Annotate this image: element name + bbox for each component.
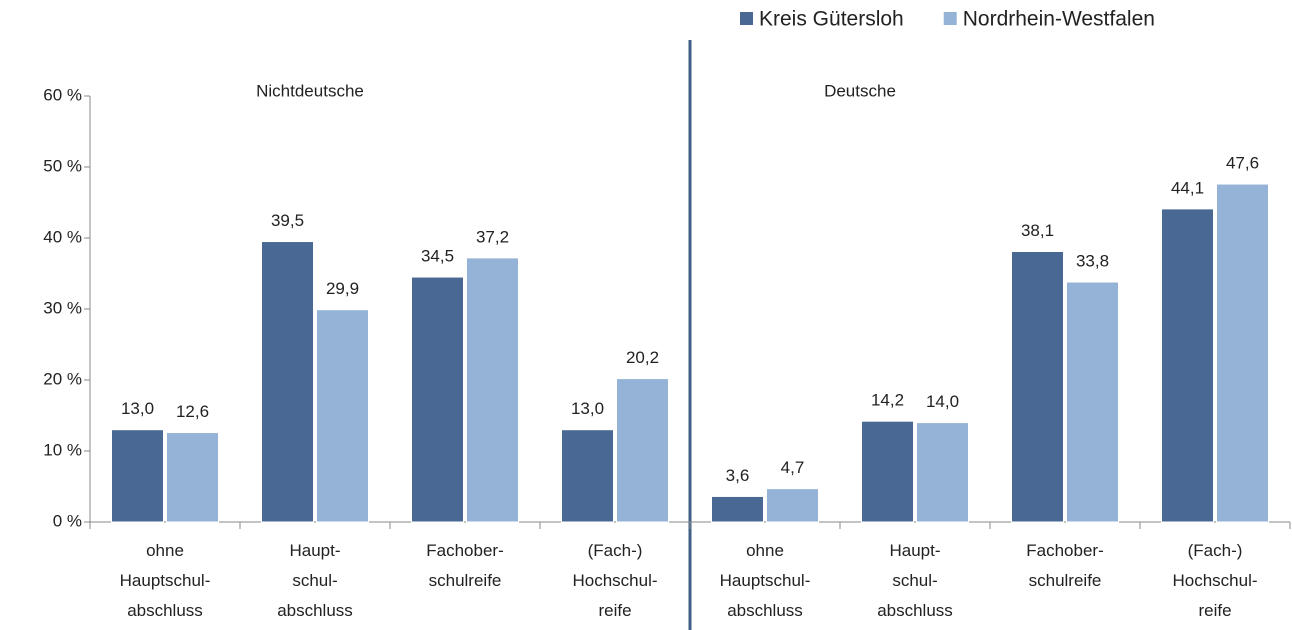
y-tick-label: 50 % [43,156,82,175]
bar [916,422,969,523]
x-tick-label: (Fach-) Hochschul-reife [572,541,657,620]
x-tick-label: Fachober-schulreife [1026,541,1103,590]
bar [166,432,219,523]
x-tick-label: ohne Hauptschul-abschluss [120,541,211,620]
x-tick-label-line: schulreife [1029,571,1102,590]
x-tick-label-line: Haupt- [289,541,340,560]
value-label: 29,9 [326,279,359,298]
value-label: 39,5 [271,211,304,230]
x-tick-label: (Fach-) Hochschul-reife [1172,541,1257,620]
bar [411,276,464,523]
x-tick-label-line: abschluss [727,601,803,620]
x-tick-label-line: Hauptschul- [720,571,811,590]
x-tick-label-line: Hauptschul- [120,571,211,590]
value-label: 47,6 [1226,154,1259,173]
value-label: 4,7 [781,458,805,477]
value-label: 34,5 [421,247,454,266]
y-tick-label: 20 % [43,369,82,388]
bar [1011,250,1064,523]
bar [316,309,369,523]
x-tick-label-line: Hochschul- [1172,571,1257,590]
x-tick-label-line: ohne [746,541,784,560]
legend-label: Kreis Gütersloh [759,8,904,31]
value-label: 3,6 [726,466,750,485]
bar [1161,208,1214,523]
x-tick-label-line: reife [598,601,631,620]
x-tick-label-line: Hochschul- [572,571,657,590]
y-tick-label: 10 % [43,440,82,459]
x-tick-label-line: Fachober- [426,541,503,560]
y-tick-label: 0 % [53,511,82,530]
y-tick-label: 30 % [43,298,82,317]
legend-swatch [943,12,957,25]
value-label: 14,0 [926,392,959,411]
x-tick-label-line: schulreife [429,571,502,590]
y-tick-label: 60 % [43,85,82,104]
value-label: 20,2 [626,348,659,367]
x-tick-label-line: Fachober- [1026,541,1103,560]
bar [1066,281,1119,523]
bar [261,241,314,523]
x-tick-label-line: abschluss [877,601,953,620]
x-tick-label: Haupt-schul-abschluss [877,541,953,620]
value-label: 14,2 [871,391,904,410]
x-tick-label-line: schul- [892,571,937,590]
group-label: Nichtdeutsche [256,81,364,100]
bar [711,495,764,523]
x-tick-label-line: schul- [292,571,337,590]
legend-label: Nordrhein-Westfalen [963,8,1155,31]
x-tick-label-line: ohne [146,541,184,560]
x-tick-label-line: Haupt- [889,541,940,560]
value-label: 38,1 [1021,221,1054,240]
x-tick-label-line: reife [1198,601,1231,620]
bar [561,429,614,523]
x-tick-label-line: abschluss [127,601,203,620]
x-tick-label: Fachober-schulreife [426,541,503,590]
x-tick-label: ohne Hauptschul-abschluss [720,541,811,620]
x-tick-label-line: (Fach-) [1188,541,1243,560]
bar [861,420,914,523]
x-tick-label-line: (Fach-) [588,541,643,560]
value-label: 37,2 [476,227,509,246]
bar [466,257,519,523]
value-label: 13,0 [121,399,154,418]
value-label: 12,6 [176,402,209,421]
bar [616,378,669,523]
bar [766,488,819,523]
bar [111,429,164,523]
value-label: 13,0 [571,399,604,418]
y-tick-label: 40 % [43,227,82,246]
x-tick-label-line: abschluss [277,601,353,620]
bar [1216,183,1269,523]
value-label: 33,8 [1076,252,1109,271]
value-label: 44,1 [1171,178,1204,197]
group-label: Deutsche [824,81,896,100]
legend-swatch [740,12,753,25]
x-tick-label: Haupt-schul-abschluss [277,541,353,620]
